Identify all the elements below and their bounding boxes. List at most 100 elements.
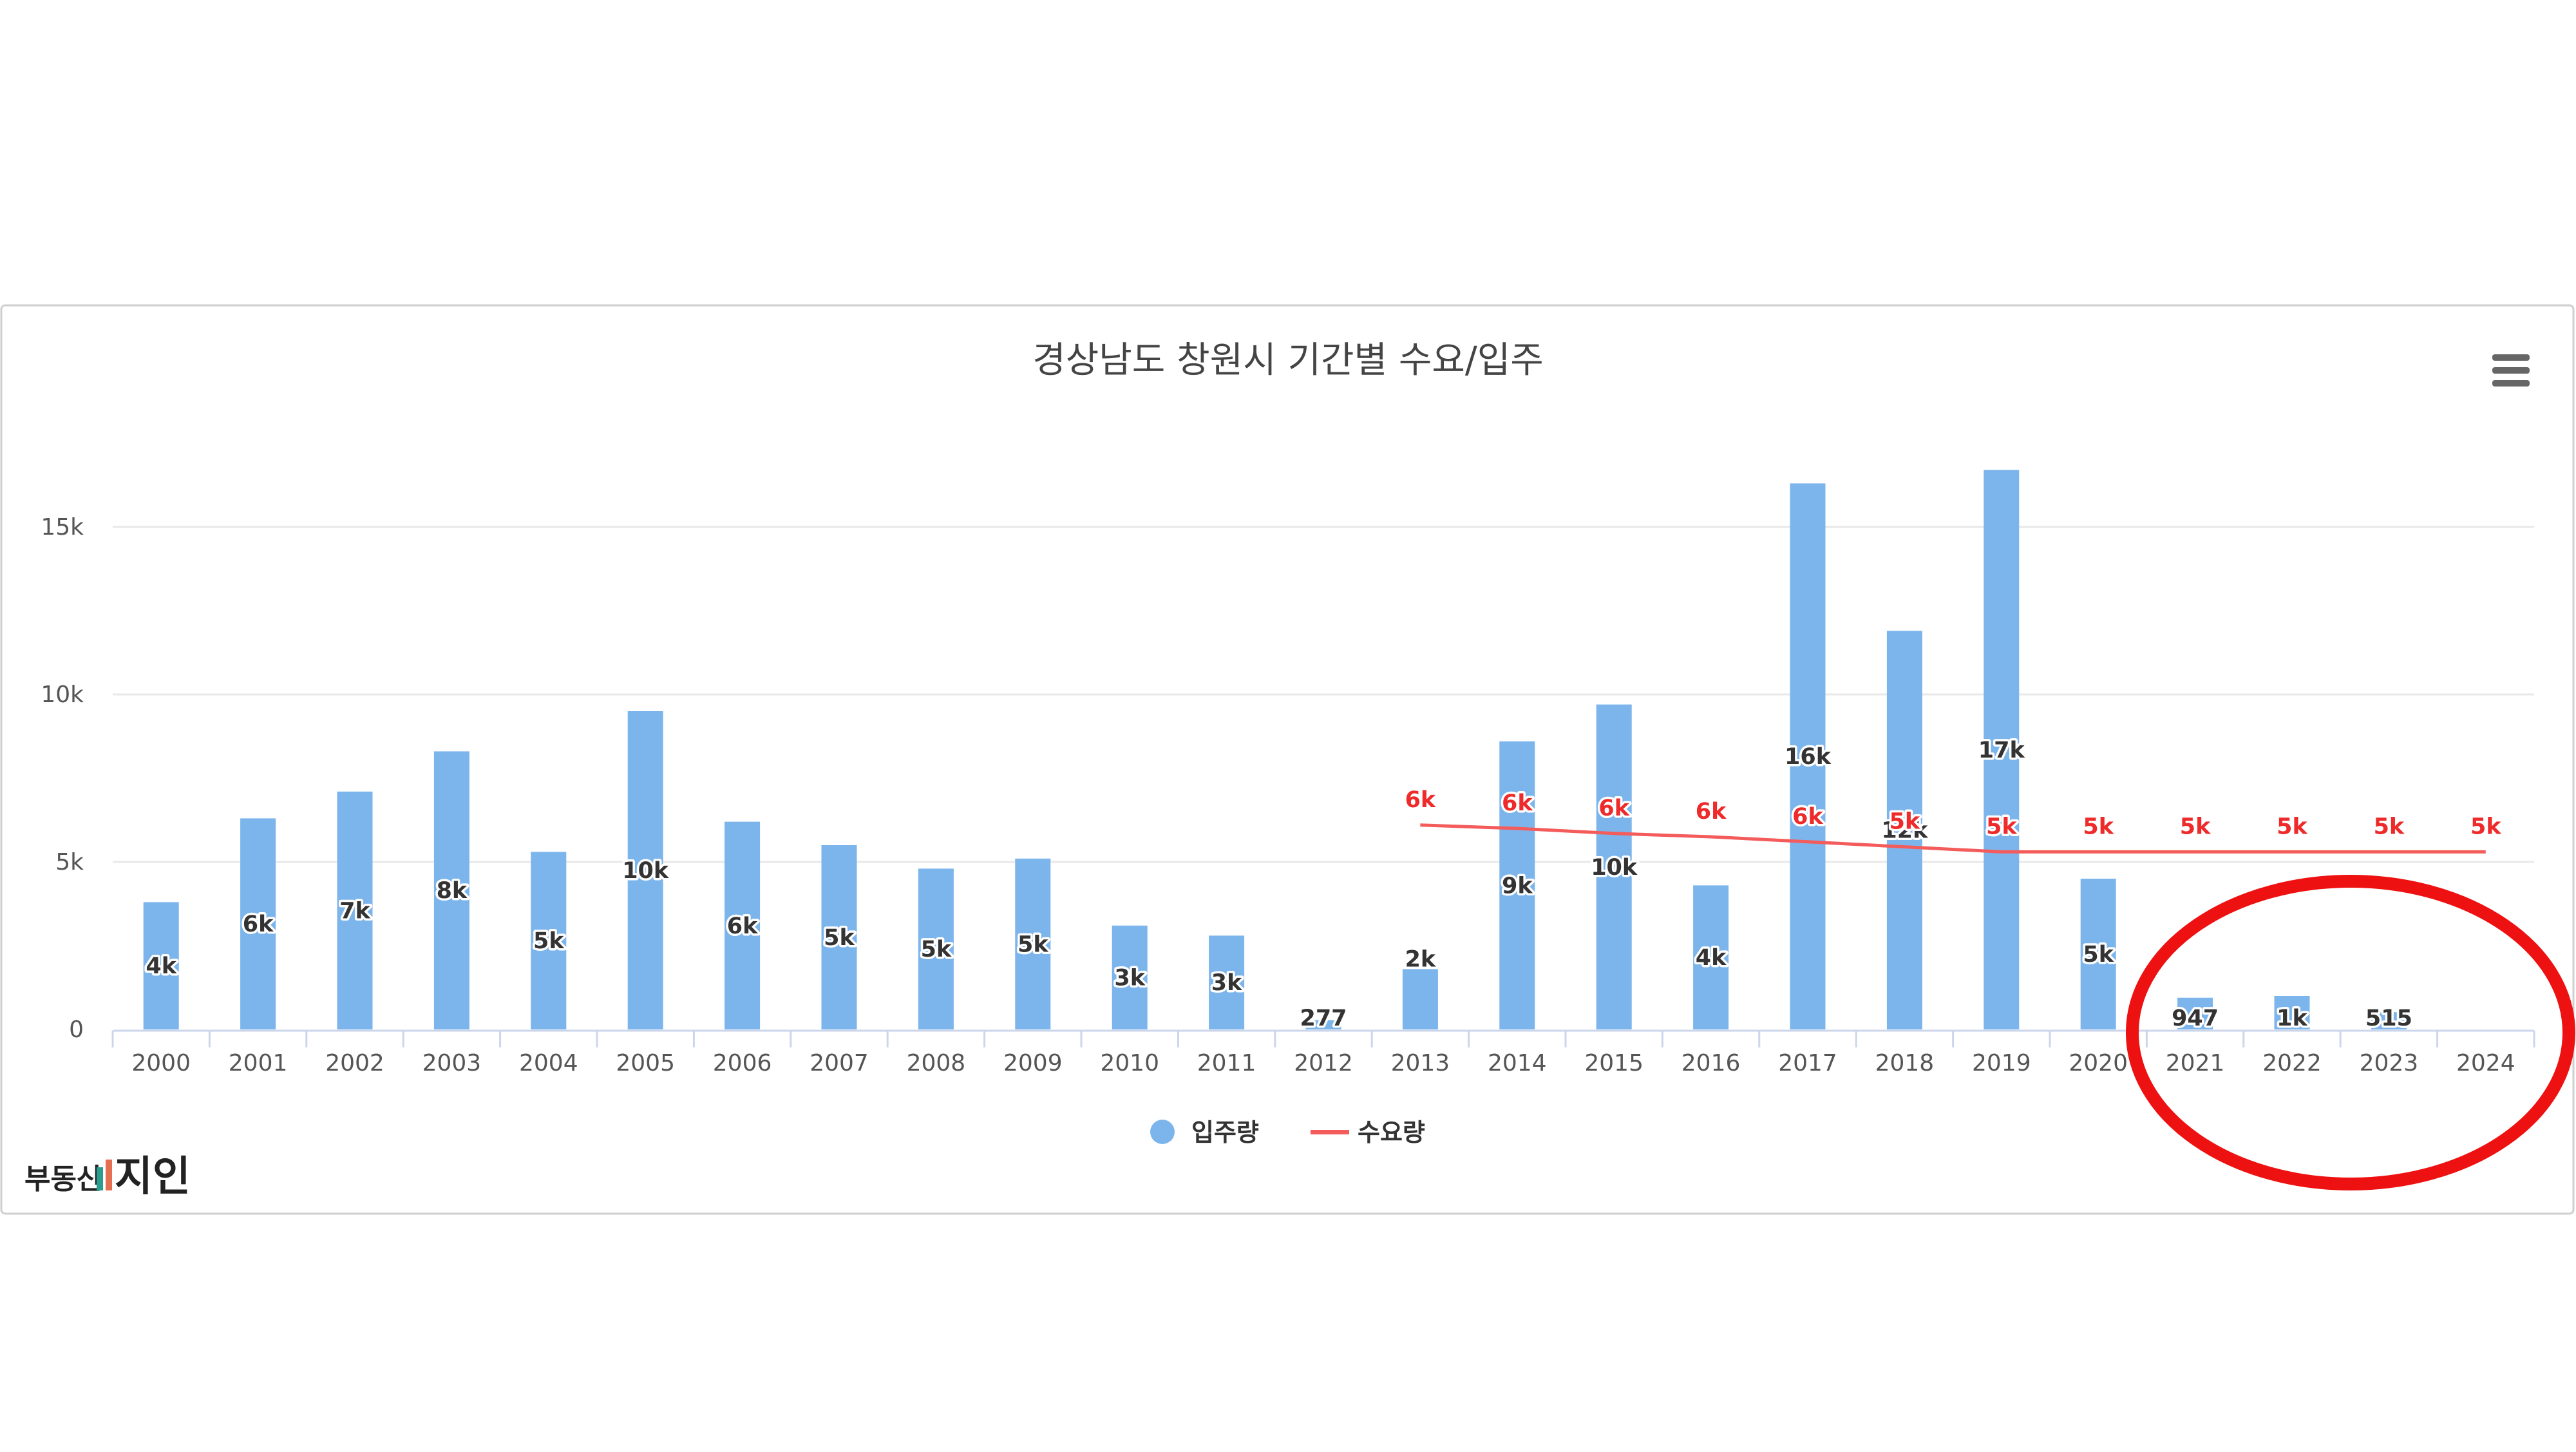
legend-marker-demand [1311, 1130, 1349, 1134]
data-label-move-in: 16k [1785, 744, 1832, 770]
x-tick-label: 2009 [1003, 1050, 1063, 1076]
x-tick-label: 2022 [2262, 1050, 2322, 1076]
data-label-move-in: 1k [2277, 1006, 2307, 1031]
bar-move-in-2013[interactable] [1402, 969, 1438, 1029]
legend-label-move-in: 입주량 [1191, 1118, 1259, 1147]
data-label-move-in: 3k [1211, 970, 1242, 996]
bar-move-in-2007[interactable] [821, 845, 857, 1029]
bar-move-in-2020[interactable] [2080, 879, 2116, 1029]
x-tick-label: 2000 [131, 1050, 191, 1076]
data-label-move-in: 8k [437, 878, 468, 904]
bar-move-in-2009[interactable] [1015, 858, 1051, 1029]
label-layer: 4k 6k 7k 8k 5k 10k 6k 5k 5k 5k 3k 3k 277 2k 9k 10k 4k 16k… [144, 735, 2504, 1033]
line-layer [1420, 823, 2486, 854]
data-label-demand: 5k [2374, 814, 2405, 839]
x-tick-label: 2021 [2166, 1050, 2225, 1076]
y-tick-label: 5k [55, 849, 84, 875]
data-label-move-in: 4k [146, 953, 176, 979]
data-label-demand: 6k [1792, 804, 1823, 830]
line-demand[interactable] [1420, 823, 2486, 854]
data-label-move-in: 12k [1881, 818, 1928, 844]
data-label-move-in: 4k [1696, 945, 1727, 971]
data-label-move-in: 9k [1502, 873, 1533, 899]
legend-marker-move-in [1150, 1120, 1175, 1144]
data-label-demand: 5k [1986, 814, 2017, 839]
x-tick-label: 2005 [616, 1050, 675, 1076]
legend: 입주량 수요량 [1150, 1118, 1425, 1147]
x-tick-label: 2003 [422, 1050, 482, 1076]
data-label-move-in: 5k [921, 937, 952, 962]
bar-move-in-2022[interactable] [2274, 996, 2310, 1029]
data-label-move-in: 947 [2172, 1006, 2219, 1031]
x-tick-label: 2012 [1294, 1050, 1353, 1076]
data-label-move-in: 5k [533, 928, 564, 954]
svg-text:부동산: 부동산 [24, 1163, 102, 1196]
x-tick-label: 2010 [1100, 1050, 1159, 1076]
data-label-move-in: 5k [2083, 942, 2114, 968]
axis-layer: 0 5k 10k 15k 2000 2001 2002 2003 2004 2005 2006 200… [41, 514, 2535, 1076]
data-label-move-in: 10k [622, 858, 669, 884]
data-label-move-in: 3k [1114, 965, 1145, 991]
bar-move-in-2012[interactable] [1305, 1020, 1341, 1029]
x-tick-label: 2002 [325, 1050, 384, 1076]
y-tick-label: 0 [69, 1017, 84, 1043]
chart-frame [0, 304, 2575, 1215]
legend-item-demand[interactable]: 수요량 [1311, 1118, 1425, 1147]
y-tick-label: 15k [41, 514, 84, 540]
legend-item-move-in[interactable]: 입주량 [1150, 1118, 1259, 1147]
data-label-demand: 5k [2277, 814, 2307, 839]
bar-move-in-2000[interactable] [143, 902, 179, 1029]
bar-move-in-2018[interactable] [1886, 631, 1922, 1029]
x-tick-label: 2018 [1875, 1050, 1935, 1076]
x-tick-label: 2013 [1391, 1050, 1450, 1076]
data-label-move-in: 515 [2365, 1006, 2412, 1031]
data-label-move-in: 6k [727, 913, 758, 939]
watermark-logo: 부동산 지인 [24, 1153, 191, 1201]
data-label-move-in: 5k [824, 925, 855, 951]
x-tick-label: 2020 [2069, 1050, 2128, 1076]
bar-move-in-2019[interactable] [1984, 470, 2020, 1029]
bar-move-in-2011[interactable] [1209, 935, 1245, 1029]
x-tick-label: 2024 [2456, 1050, 2515, 1076]
x-tick-label: 2023 [2360, 1050, 2419, 1076]
bar-move-in-2023[interactable] [2371, 1012, 2407, 1029]
grid-layer [113, 526, 2534, 863]
bar-move-in-2021[interactable] [2177, 997, 2213, 1029]
bar-move-in-2004[interactable] [531, 852, 567, 1029]
bar-move-in-2017[interactable] [1790, 483, 1826, 1029]
bar-move-in-2001[interactable] [240, 818, 276, 1029]
y-tick-label: 10k [41, 682, 84, 708]
x-tick-label: 2008 [907, 1050, 966, 1076]
x-tick-label: 2014 [1488, 1050, 1547, 1076]
data-label-demand: 6k [1696, 799, 1727, 825]
bar-move-in-2015[interactable] [1596, 704, 1632, 1029]
x-tick-label: 2019 [1972, 1050, 2031, 1076]
bar-move-in-2016[interactable] [1693, 885, 1729, 1029]
x-tick-label: 2004 [519, 1050, 578, 1076]
data-label-move-in: 277 [1300, 1006, 1347, 1031]
legend-label-demand: 수요량 [1358, 1118, 1425, 1147]
x-tick-label: 2006 [713, 1050, 772, 1076]
x-tick-label: 2011 [1197, 1050, 1256, 1076]
data-label-demand: 6k [1405, 787, 1436, 813]
data-label-move-in: 5k [1018, 931, 1048, 957]
data-label-move-in: 6k [243, 912, 274, 937]
bar-move-in-2002[interactable] [337, 791, 373, 1029]
data-label-demand: 5k [1889, 809, 1920, 835]
data-label-demand: 6k [1502, 790, 1533, 816]
x-tick-label: 2016 [1681, 1050, 1741, 1076]
data-label-demand: 6k [1598, 796, 1629, 821]
bar-move-in-2003[interactable] [433, 751, 469, 1029]
bar-move-in-2005[interactable] [627, 711, 663, 1029]
data-label-move-in: 10k [1591, 855, 1638, 881]
highlight-ellipse [2126, 875, 2575, 1190]
hamburger-menu-icon[interactable] [2492, 354, 2530, 387]
bar-move-in-2014[interactable] [1499, 741, 1535, 1029]
bar-move-in-2008[interactable] [918, 868, 954, 1029]
bar-move-in-2006[interactable] [724, 821, 761, 1029]
data-label-demand: 5k [2083, 814, 2114, 839]
data-label-demand: 5k [2470, 814, 2501, 839]
bar-move-in-2010[interactable] [1112, 925, 1148, 1029]
data-label-demand: 5k [2180, 814, 2211, 839]
data-label-move-in: 17k [1978, 738, 2025, 763]
